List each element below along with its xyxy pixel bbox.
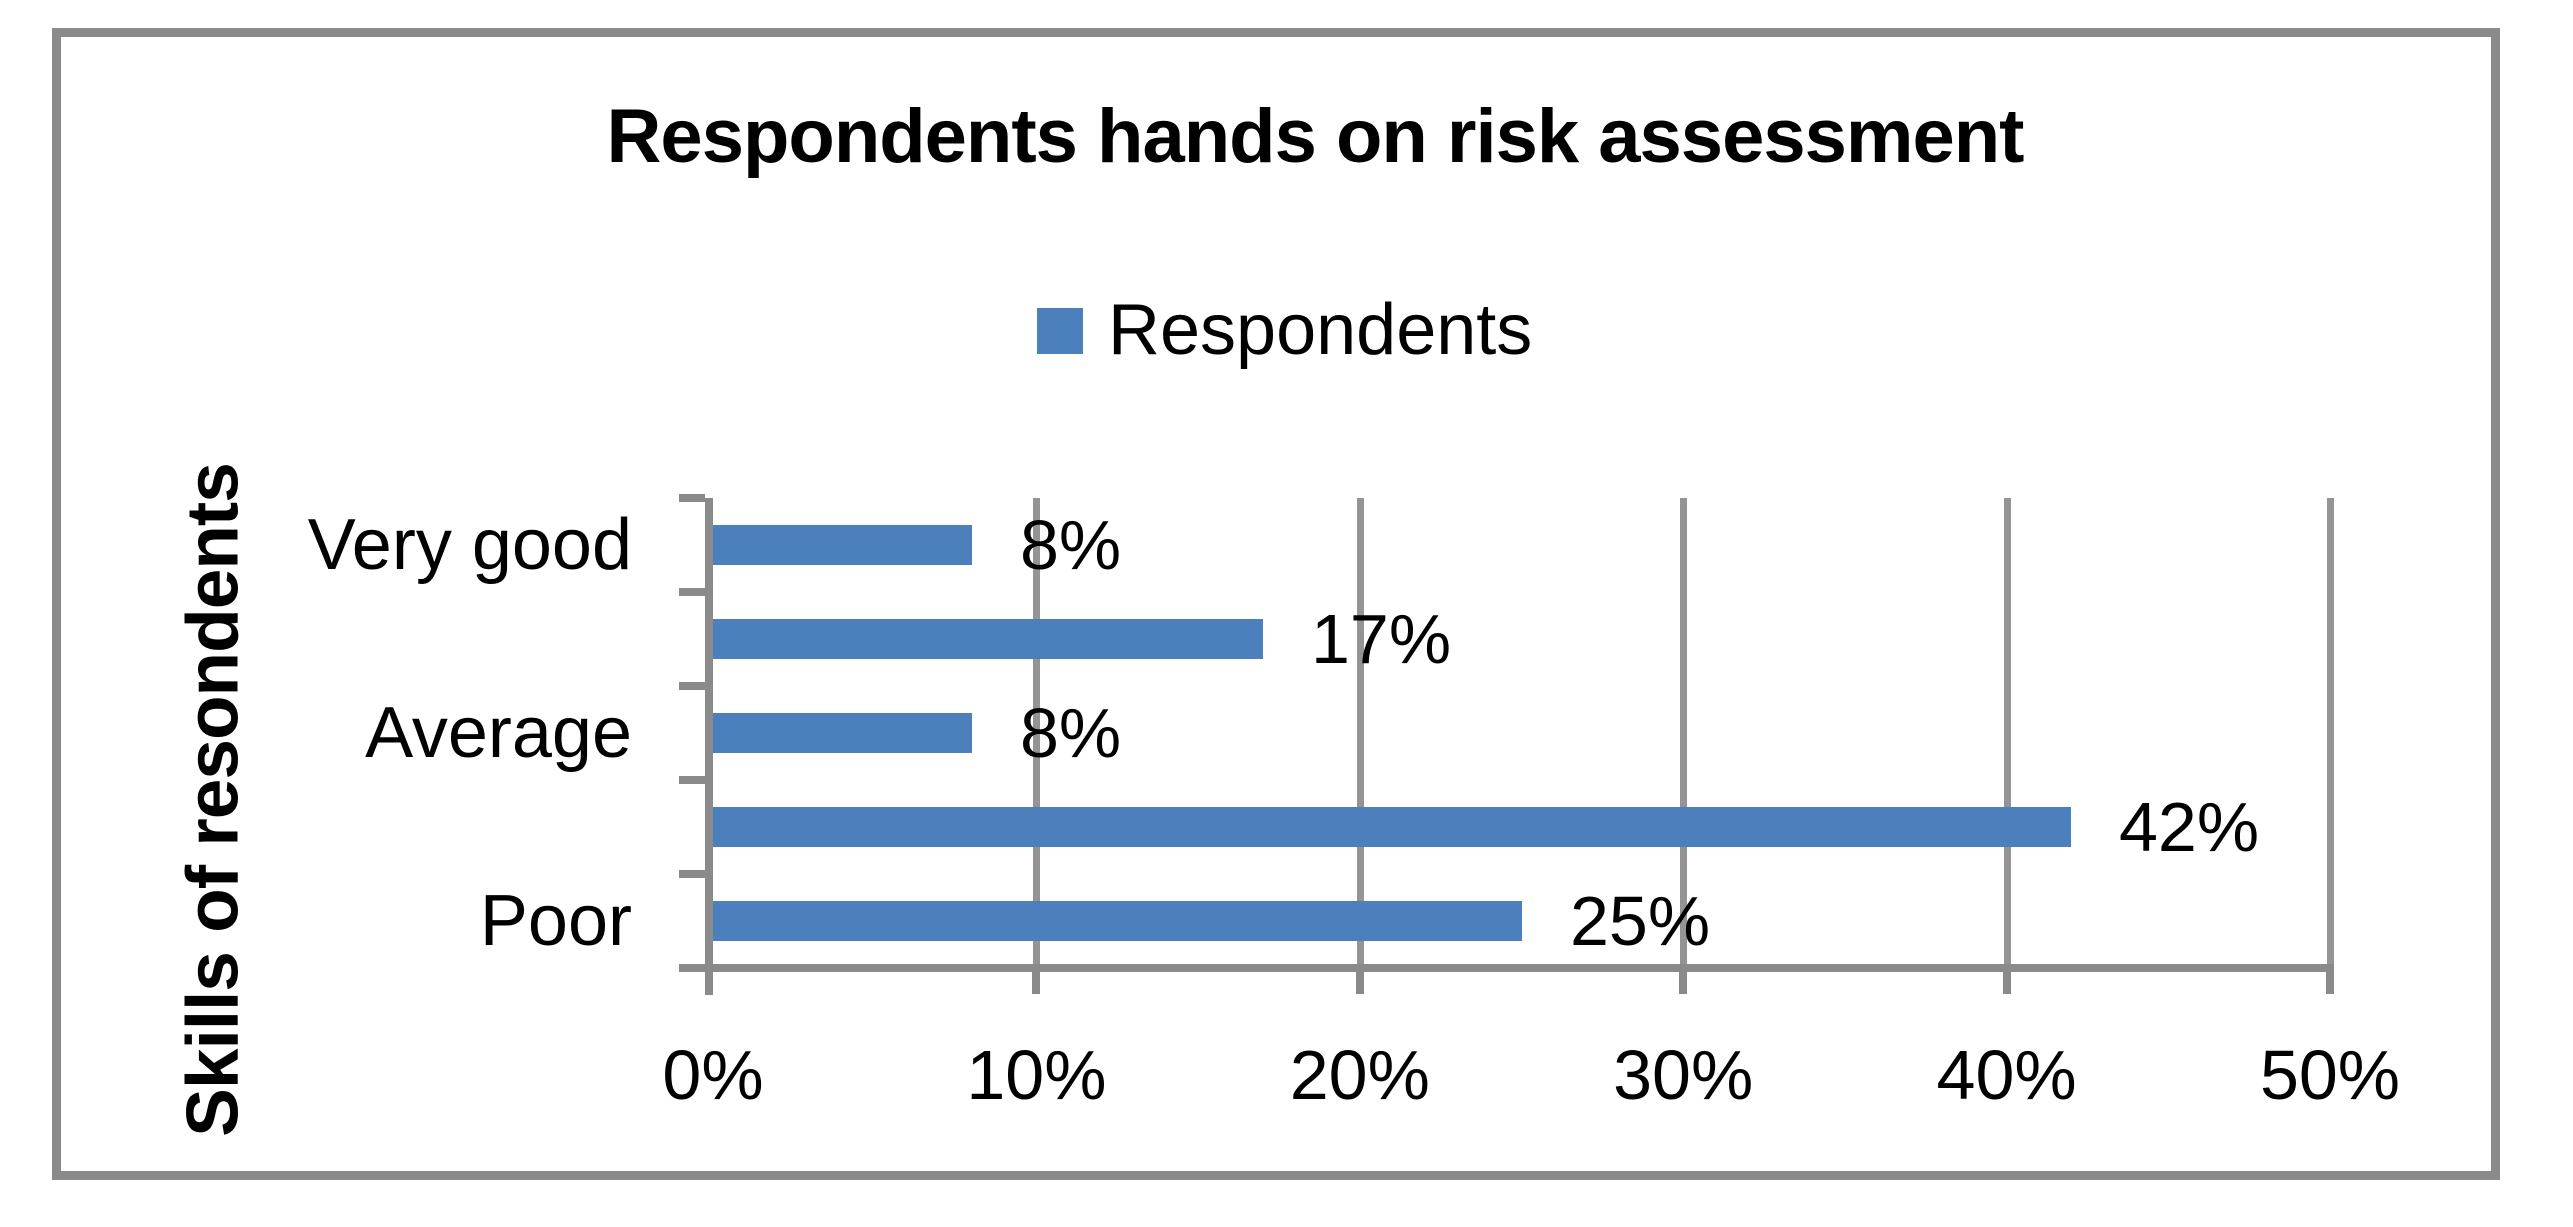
bar [713, 525, 972, 565]
y-axis-title: Skills of resondents [172, 463, 254, 1137]
category-label: Very good [307, 505, 632, 585]
x-tick-label: 10% [966, 1036, 1107, 1114]
chart-border-frame [52, 28, 2500, 1180]
x-axis-line [679, 964, 2334, 972]
x-axis-tick [1355, 972, 1364, 994]
bar-value-label: 8% [1020, 694, 1122, 772]
category-label: Average [365, 693, 632, 773]
bar-value-label: 25% [1570, 882, 1711, 960]
y-axis-tick [679, 588, 705, 596]
x-tick-label: 50% [2259, 1036, 2401, 1114]
x-axis-tick [2326, 972, 2334, 994]
bar-value-label: 42% [2119, 788, 2260, 866]
bar-value-label: 8% [1020, 506, 1122, 584]
bar [713, 619, 1263, 659]
legend-label: Respondents [1108, 290, 1533, 370]
y-axis-tick [679, 870, 705, 878]
x-axis-tick [2002, 972, 2011, 994]
x-gridline [1033, 498, 1041, 968]
x-axis-tick [1032, 972, 1041, 994]
x-axis-tick [1679, 972, 1688, 994]
bar [713, 901, 1522, 941]
bar [713, 807, 2071, 847]
x-tick-label: 30% [1613, 1036, 1754, 1114]
bar-value-label: 17% [1311, 600, 1452, 678]
y-axis-tick [679, 682, 705, 690]
x-gridline [2327, 498, 2334, 968]
legend-swatch-respondents [1037, 308, 1083, 354]
chart-title: Respondents hands on risk assessment [606, 94, 2025, 179]
x-gridline [1680, 498, 1688, 968]
x-tick-label: 0% [662, 1036, 764, 1114]
y-axis-tick [679, 494, 705, 502]
x-gridline [2003, 498, 2011, 968]
x-tick-label: 20% [1289, 1036, 1430, 1114]
bar [713, 713, 972, 753]
y-axis-tick [679, 776, 705, 784]
x-gridline [1356, 498, 1364, 968]
y-axis-line [705, 498, 713, 995]
x-tick-label: 40% [1936, 1036, 2077, 1114]
category-label: Poor [479, 881, 632, 961]
